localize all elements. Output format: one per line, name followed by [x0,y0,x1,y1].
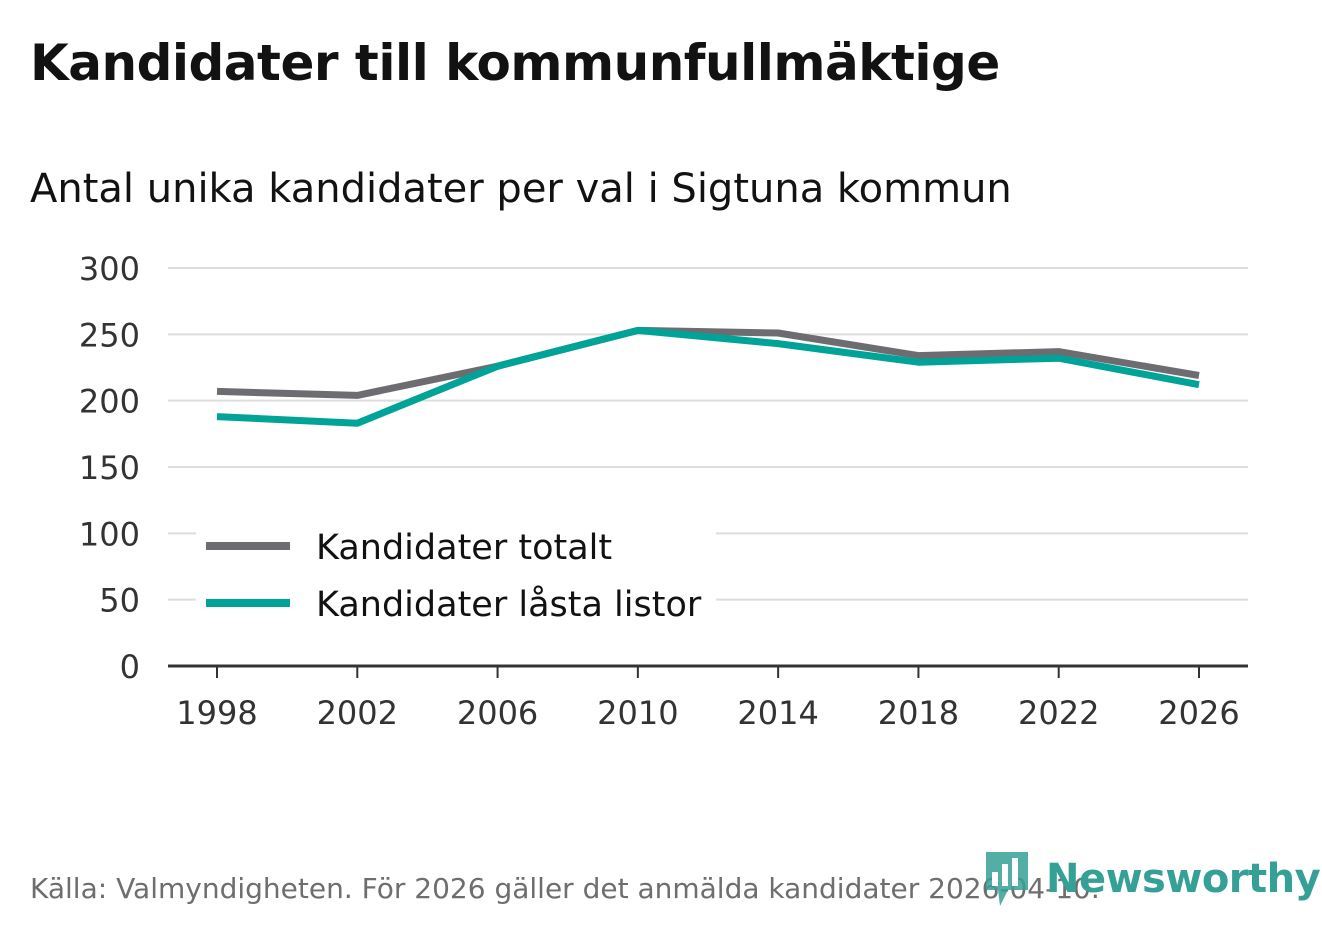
x-tick-label-2002: 2002 [317,694,398,732]
x-tick-label-2014: 2014 [737,694,818,732]
y-tick-label-50: 50 [99,582,140,620]
x-tick-label-2018: 2018 [878,694,959,732]
x-tick-label-2006: 2006 [457,694,538,732]
newsworthy-logo: Newsworthy [982,850,1321,908]
newsworthy-logo-text: Newsworthy [1046,856,1321,902]
y-tick-label-200: 200 [79,383,140,421]
legend-item-totalt-label: Kandidater totalt [316,528,612,568]
y-tick-label-250: 250 [79,316,140,354]
legend-item-lasta-listor-label: Kandidater låsta listor [316,584,702,625]
x-tick-label-1998: 1998 [176,694,257,732]
chart-title: Kandidater till kommunfullmäktige [30,34,1000,92]
y-tick-label-0: 0 [120,648,140,686]
y-tick-label-300: 300 [79,250,140,288]
source-note: Källa: Valmyndigheten. För 2026 gäller d… [30,872,1100,905]
series-line-lasta-listor [216,326,1200,427]
x-tick-label-2026: 2026 [1158,694,1239,732]
legend-background [196,522,716,630]
x-tick-label-2022: 2022 [1018,694,1099,732]
series-line-totalt [216,326,1200,399]
chart-subtitle: Antal unika kandidater per val i Sigtuna… [30,166,1012,212]
x-tick-label-2010: 2010 [597,694,678,732]
y-tick-label-100: 100 [79,515,140,553]
y-tick-label-150: 150 [79,449,140,487]
newsworthy-logo-icon [986,852,1028,906]
